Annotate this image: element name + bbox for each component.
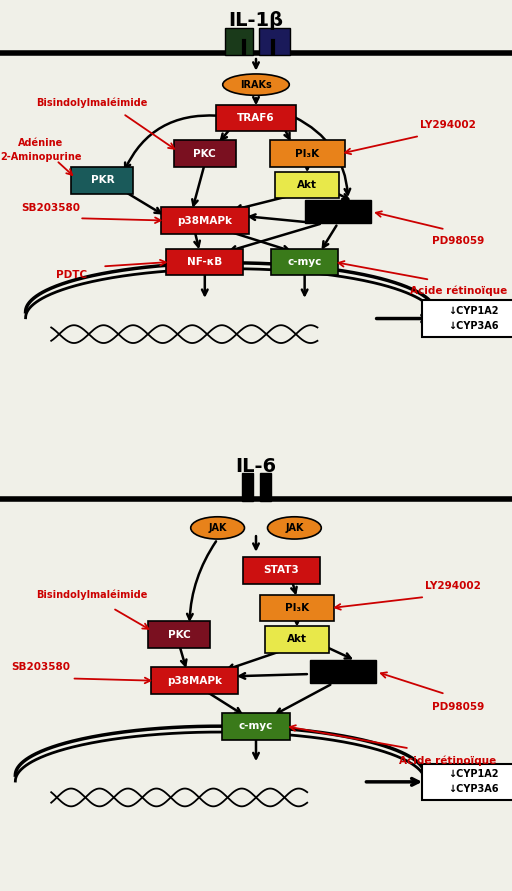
- FancyBboxPatch shape: [151, 667, 238, 694]
- Text: PKC: PKC: [168, 630, 190, 640]
- Text: p38MAPk: p38MAPk: [177, 216, 232, 225]
- Text: LY294002: LY294002: [420, 119, 476, 130]
- Text: JAK: JAK: [285, 523, 304, 533]
- FancyBboxPatch shape: [174, 140, 236, 167]
- FancyBboxPatch shape: [222, 713, 290, 740]
- FancyBboxPatch shape: [148, 622, 210, 649]
- Text: NF-κB: NF-κB: [187, 257, 222, 267]
- Text: p38MAPk: p38MAPk: [167, 675, 222, 686]
- Text: PKR: PKR: [91, 176, 114, 185]
- FancyBboxPatch shape: [216, 105, 296, 131]
- Text: Acide rétinoïque: Acide rétinoïque: [410, 286, 507, 296]
- FancyBboxPatch shape: [259, 28, 290, 55]
- Text: Bisindolylmaléimide: Bisindolylmaléimide: [36, 97, 148, 108]
- Text: IRAKs: IRAKs: [240, 79, 272, 90]
- Text: JAK: JAK: [208, 523, 227, 533]
- Text: Acide rétinoïque: Acide rétinoïque: [399, 756, 497, 766]
- Ellipse shape: [267, 517, 322, 539]
- Text: 2-Aminopurine: 2-Aminopurine: [0, 152, 82, 162]
- Text: c-myc: c-myc: [287, 257, 322, 267]
- FancyBboxPatch shape: [305, 200, 371, 223]
- FancyBboxPatch shape: [166, 249, 244, 275]
- Text: ↓CYP1A2: ↓CYP1A2: [449, 769, 499, 780]
- FancyBboxPatch shape: [260, 473, 271, 501]
- Text: ↓CYP3A6: ↓CYP3A6: [449, 784, 499, 795]
- Text: PD98059: PD98059: [432, 235, 484, 246]
- FancyBboxPatch shape: [161, 207, 249, 233]
- Text: IL-1β: IL-1β: [228, 11, 284, 30]
- Text: IL-6: IL-6: [236, 456, 276, 476]
- Text: TRAF6: TRAF6: [237, 113, 275, 123]
- Text: PI₃K: PI₃K: [295, 149, 319, 159]
- FancyBboxPatch shape: [243, 557, 321, 584]
- Ellipse shape: [190, 517, 245, 539]
- FancyBboxPatch shape: [310, 660, 376, 683]
- Text: SB203580: SB203580: [11, 662, 71, 673]
- Text: LY294002: LY294002: [425, 581, 481, 591]
- FancyBboxPatch shape: [271, 249, 338, 275]
- Ellipse shape: [223, 74, 289, 95]
- FancyBboxPatch shape: [225, 28, 253, 55]
- FancyBboxPatch shape: [265, 625, 329, 652]
- FancyBboxPatch shape: [422, 300, 512, 337]
- FancyBboxPatch shape: [260, 595, 334, 622]
- Text: PI₃K: PI₃K: [285, 603, 309, 613]
- Text: ↓CYP1A2: ↓CYP1A2: [449, 306, 499, 316]
- FancyBboxPatch shape: [422, 764, 512, 800]
- Text: c-myc: c-myc: [239, 721, 273, 732]
- Text: Bisindolylmaléimide: Bisindolylmaléimide: [36, 590, 148, 600]
- Text: Akt: Akt: [287, 634, 307, 644]
- Text: PKC: PKC: [194, 149, 216, 159]
- Text: PD98059: PD98059: [432, 701, 484, 712]
- FancyBboxPatch shape: [242, 473, 253, 501]
- Text: STAT3: STAT3: [264, 565, 300, 576]
- FancyBboxPatch shape: [72, 167, 133, 193]
- FancyBboxPatch shape: [275, 171, 339, 199]
- Text: ↓CYP3A6: ↓CYP3A6: [449, 321, 499, 331]
- Text: SB203580: SB203580: [22, 203, 81, 213]
- Text: Akt: Akt: [297, 180, 317, 190]
- Text: Adénine: Adénine: [18, 137, 63, 148]
- Text: PDTC: PDTC: [56, 270, 87, 281]
- FancyBboxPatch shape: [270, 140, 345, 167]
